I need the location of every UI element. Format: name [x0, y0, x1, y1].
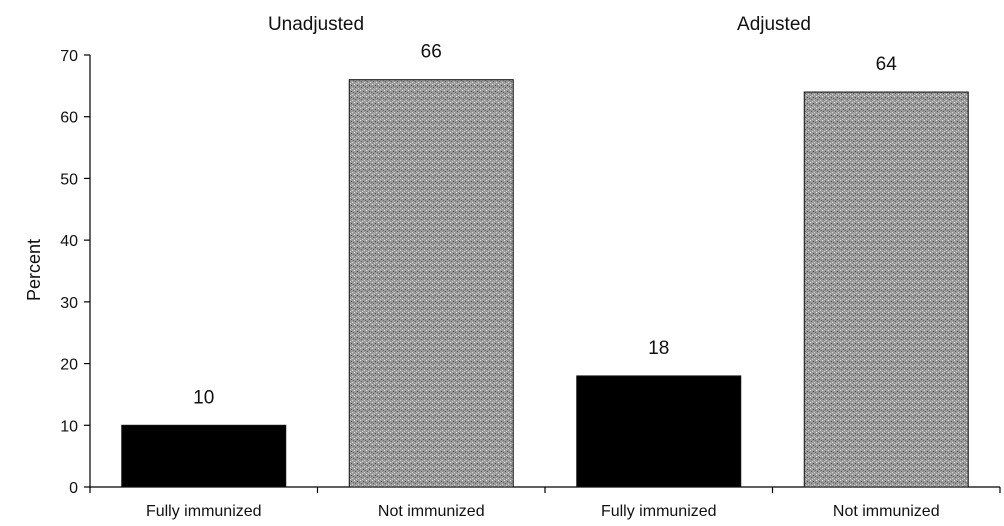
y-tick-label: 20 — [60, 357, 78, 374]
data-label: 10 — [193, 387, 214, 408]
x-axis-ticks — [89, 487, 1001, 493]
data-labels: 10 66 18 64 — [193, 42, 897, 409]
y-tick-label: 40 — [60, 233, 78, 250]
y-axis-ticks: 0 10 20 30 40 50 60 70 — [60, 48, 90, 497]
x-category-label: Fully immunized — [146, 503, 262, 520]
data-label: 18 — [648, 338, 669, 359]
y-tick-label: 0 — [69, 480, 78, 497]
y-axis-title: Percent — [24, 239, 44, 301]
group-label-unadjusted: Unadjusted — [268, 14, 364, 35]
bar-fully-immunized-adjusted — [576, 375, 742, 488]
bars — [121, 79, 969, 488]
group-label-adjusted: Adjusted — [737, 14, 811, 35]
y-tick-label: 50 — [60, 171, 78, 188]
category-labels: Fully immunized Not immunized Fully immuni… — [146, 503, 940, 520]
x-category-label: Not immunized — [378, 503, 485, 520]
y-tick-label: 10 — [60, 418, 78, 435]
data-label: 64 — [876, 54, 898, 75]
x-category-label: Not immunized — [833, 503, 940, 520]
data-label: 66 — [421, 42, 442, 63]
x-category-label: Fully immunized — [601, 503, 717, 520]
bar-not-immunized-adjusted — [803, 91, 969, 488]
y-tick-label: 70 — [60, 48, 78, 65]
y-tick-label: 60 — [60, 110, 78, 127]
bar-not-immunized-unadjusted — [348, 79, 514, 488]
bar-fully-immunized-unadjusted — [121, 424, 287, 488]
y-tick-label: 30 — [60, 295, 78, 312]
